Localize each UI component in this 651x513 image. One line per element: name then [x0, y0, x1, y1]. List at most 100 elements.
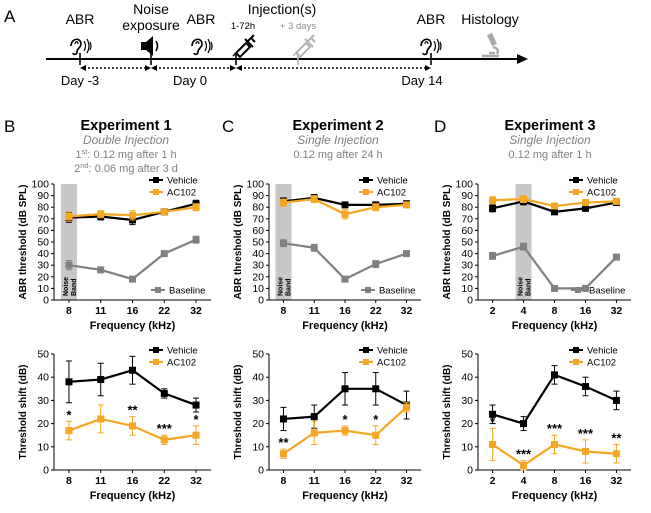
- significance-mark: ***: [547, 421, 563, 436]
- significance-mark: **: [278, 435, 289, 450]
- data-point: [489, 252, 497, 260]
- x-tick-label: 8: [552, 475, 558, 487]
- noise-band-label: NoiseBand: [518, 277, 533, 296]
- data-point: [129, 422, 136, 430]
- noise-band: [515, 184, 532, 300]
- data-point: [403, 201, 411, 209]
- timeline-day-minus3: Day -3: [61, 73, 99, 88]
- y-tick-label: 40: [252, 372, 264, 384]
- y-tick-label: 90: [461, 190, 473, 202]
- x-tick-label: 16: [339, 305, 351, 317]
- series-line-baseline: [68, 238, 197, 281]
- data-point: [403, 250, 411, 258]
- timeline-event-noise: Noise exposure: [122, 1, 180, 33]
- y-tick-label: 80: [461, 202, 473, 214]
- x-tick-label: 16: [127, 305, 139, 317]
- significance-mark: ***: [516, 447, 532, 462]
- significance-mark: *: [342, 412, 348, 427]
- y-tick-label: 0: [43, 295, 49, 307]
- legend-marker: [153, 177, 159, 183]
- legend-label: AC102: [167, 358, 196, 369]
- data-point: [489, 196, 497, 204]
- experiment-title: Experiment 3: [504, 118, 595, 134]
- data-point: [129, 211, 136, 219]
- x-tick-label: 11: [95, 305, 106, 317]
- data-point: [97, 210, 105, 218]
- x-tick-label: 4: [521, 305, 527, 317]
- x-tick-label: 8: [66, 475, 72, 487]
- y-tick-label: 10: [461, 283, 473, 295]
- y-tick-label: 30: [461, 260, 473, 272]
- y-tick-label: 10: [37, 441, 49, 453]
- legend-label: Vehicle: [587, 346, 618, 357]
- series-baseline: [65, 235, 200, 283]
- legend-label: Baseline: [379, 286, 415, 297]
- y-tick-label: 100: [246, 179, 264, 191]
- data-point: [489, 410, 497, 418]
- data-point: [341, 385, 349, 393]
- data-point: [65, 378, 73, 386]
- x-tick-label: 22: [158, 475, 170, 487]
- panel-letter-c: C: [222, 117, 234, 136]
- experiment-detail-2: 2nd: 0.06 mg after 3 d: [74, 161, 178, 175]
- timeline-injection-window: 1-72h: [231, 21, 255, 32]
- y-tick-label: 0: [467, 465, 473, 477]
- y-tick-label: 60: [37, 225, 49, 237]
- timeline-arrowhead: [517, 54, 528, 64]
- significance-mark: **: [127, 403, 138, 418]
- y-axis-label: ABR threshold (dB SPL): [233, 185, 244, 300]
- series-ac102: [279, 195, 411, 220]
- legend-marker: [365, 287, 371, 293]
- legend-marker: [573, 189, 579, 195]
- timeline-event-injection: Injection(s): [248, 1, 316, 17]
- data-point: [581, 447, 589, 455]
- legend-marker: [363, 347, 369, 353]
- data-point: [581, 382, 589, 390]
- experiment-title: Experiment 1: [80, 118, 171, 134]
- series-line-baseline: [283, 242, 407, 281]
- data-point: [65, 261, 73, 269]
- x-tick-label: 11: [309, 475, 320, 487]
- data-point: [551, 440, 558, 448]
- data-point: [341, 210, 349, 218]
- legend-label: Vehicle: [377, 176, 408, 187]
- y-axis-label: ABR threshold (dB SPL): [442, 185, 453, 300]
- data-point: [341, 275, 349, 283]
- timeline-event-abr-3: ABR: [417, 11, 446, 27]
- x-axis-label: Frequency (kHz): [302, 490, 388, 502]
- y-tick-label: 70: [37, 213, 49, 225]
- x-tick-label: 22: [158, 305, 170, 317]
- x-tick-label: 32: [401, 305, 413, 317]
- data-point: [160, 250, 168, 258]
- chart-b-bottom: 0 10 20 30 40 50 8 11 16 22 32 Frequency (kHz) Thres…: [18, 346, 211, 502]
- x-axis-label: Frequency (kHz): [512, 490, 598, 502]
- y-tick-label: 70: [252, 213, 264, 225]
- data-point: [65, 212, 73, 220]
- series-line-baseline: [492, 245, 618, 290]
- timeline-day-14: Day 14: [401, 73, 442, 88]
- data-point: [612, 253, 620, 261]
- legend-label: AC102: [377, 188, 406, 199]
- y-tick-label: 40: [461, 248, 473, 260]
- y-tick-label: 70: [461, 213, 473, 225]
- data-point: [612, 197, 620, 205]
- y-tick-label: 10: [252, 283, 264, 295]
- data-point: [160, 436, 168, 444]
- y-tick-label: 40: [37, 248, 49, 260]
- legend-marker: [573, 359, 579, 365]
- data-point: [341, 427, 349, 435]
- significance-mark: *: [66, 407, 72, 422]
- noise-band-label: NoiseBand: [277, 277, 292, 296]
- data-point: [97, 376, 105, 384]
- x-tick-label: 16: [580, 305, 592, 317]
- data-point: [520, 195, 528, 203]
- x-tick-label: 8: [552, 305, 558, 317]
- legend-label: Vehicle: [167, 176, 198, 187]
- y-axis-label: Threshold shift (dB): [442, 365, 453, 460]
- experiment-header-1: Experiment 1 Double Injection 1st: 0.12 …: [74, 118, 178, 175]
- significance-mark: *: [373, 412, 379, 427]
- y-tick-label: 60: [252, 225, 264, 237]
- y-tick-label: 30: [252, 395, 264, 407]
- y-tick-label: 40: [37, 372, 49, 384]
